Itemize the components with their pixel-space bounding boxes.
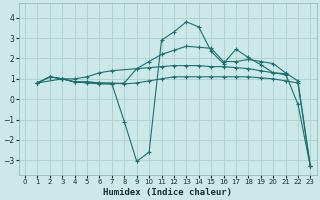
- X-axis label: Humidex (Indice chaleur): Humidex (Indice chaleur): [103, 188, 232, 197]
